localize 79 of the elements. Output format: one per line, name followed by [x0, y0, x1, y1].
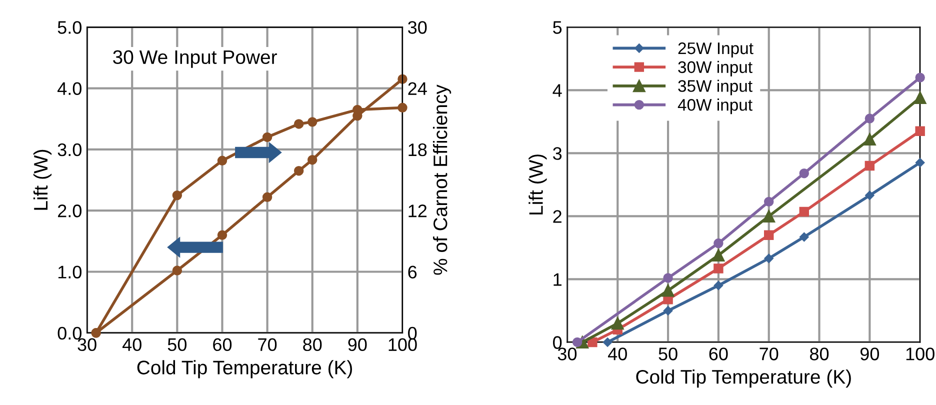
legend-label: 30W input	[678, 60, 752, 76]
point	[764, 196, 774, 207]
x-tick-label: 50	[658, 348, 678, 360]
point	[800, 232, 809, 242]
x-tick-label: 40	[608, 348, 627, 360]
y-tick-label: 3.0	[58, 143, 82, 156]
x-tick-label: 100	[906, 348, 934, 360]
point	[714, 280, 724, 290]
point	[799, 206, 810, 217]
point	[915, 158, 925, 168]
x-tick-label: 50	[168, 338, 187, 352]
point	[262, 132, 272, 142]
y2-tick-label: 18	[408, 143, 427, 156]
legend-label: 25W Input	[678, 42, 754, 58]
y-tick-label: 4	[552, 84, 562, 97]
y-tick-label: 5	[553, 21, 562, 34]
point	[663, 306, 673, 316]
point	[714, 238, 724, 248]
point	[915, 126, 925, 136]
point	[712, 249, 725, 262]
y-tick-label: 0	[553, 336, 562, 349]
point	[714, 264, 724, 274]
y-tick-label: 2	[553, 210, 562, 223]
x-tick-label: 70	[258, 338, 277, 352]
x-axis-title: Cold Tip Temperature (K)	[636, 369, 851, 388]
legend-label: 35W input	[678, 80, 752, 96]
point	[294, 119, 304, 129]
y2-tick-label: 24	[408, 82, 427, 95]
x-tick-label: 30	[78, 338, 96, 352]
point	[663, 273, 673, 283]
point	[307, 154, 318, 165]
x-tick-label: 100	[388, 338, 417, 352]
y-tick-label: 4.0	[58, 82, 82, 96]
x-tick-label: 30	[558, 348, 577, 360]
point	[294, 166, 304, 176]
y-axis-title: Lift (W)	[528, 154, 547, 214]
y-tick-label: 0.0	[58, 326, 82, 340]
point	[217, 230, 228, 240]
x-tick-label: 60	[709, 348, 728, 360]
x-tick-label: 40	[122, 338, 142, 352]
y2-tick-label: 30	[408, 21, 427, 34]
point	[762, 210, 776, 222]
x-tick-label: 60	[213, 338, 232, 352]
y-tick-label: 3	[553, 147, 562, 160]
point	[172, 190, 182, 200]
point	[865, 190, 874, 200]
y-tick-label: 1.0	[58, 266, 82, 278]
point	[764, 230, 774, 240]
point	[611, 317, 624, 330]
y2-tick-label: 6	[408, 266, 417, 278]
point	[572, 337, 582, 348]
x-tick-label: 70	[760, 348, 778, 360]
x-tick-label: 80	[810, 348, 829, 360]
point	[799, 168, 810, 178]
y2-axis-title: % of Carnot Efficiency	[432, 84, 452, 275]
point	[764, 254, 774, 264]
point	[864, 160, 875, 171]
point	[864, 114, 875, 124]
point	[262, 192, 272, 202]
point	[914, 91, 926, 104]
point	[915, 72, 925, 82]
x-tick-label: 90	[860, 348, 880, 360]
y2-tick-label: 12	[408, 204, 427, 218]
y-tick-label: 1	[554, 273, 562, 286]
x-tick-label: 80	[303, 338, 322, 352]
x-tick-label: 90	[348, 338, 367, 352]
point	[602, 338, 612, 347]
point	[217, 156, 228, 166]
point	[863, 133, 876, 146]
y-tick-label: 2.0	[58, 204, 82, 218]
y-axis-title: Lift (W)	[33, 150, 52, 210]
point	[398, 102, 408, 113]
annotation: 30 We Input Power	[113, 50, 277, 68]
y-tick-label: 5.0	[58, 21, 82, 34]
point	[662, 284, 674, 297]
point	[172, 266, 182, 276]
legend-label: 40W input	[678, 98, 752, 114]
x-axis-title: Cold Tip Temperature (K)	[137, 360, 352, 378]
point	[307, 117, 318, 127]
